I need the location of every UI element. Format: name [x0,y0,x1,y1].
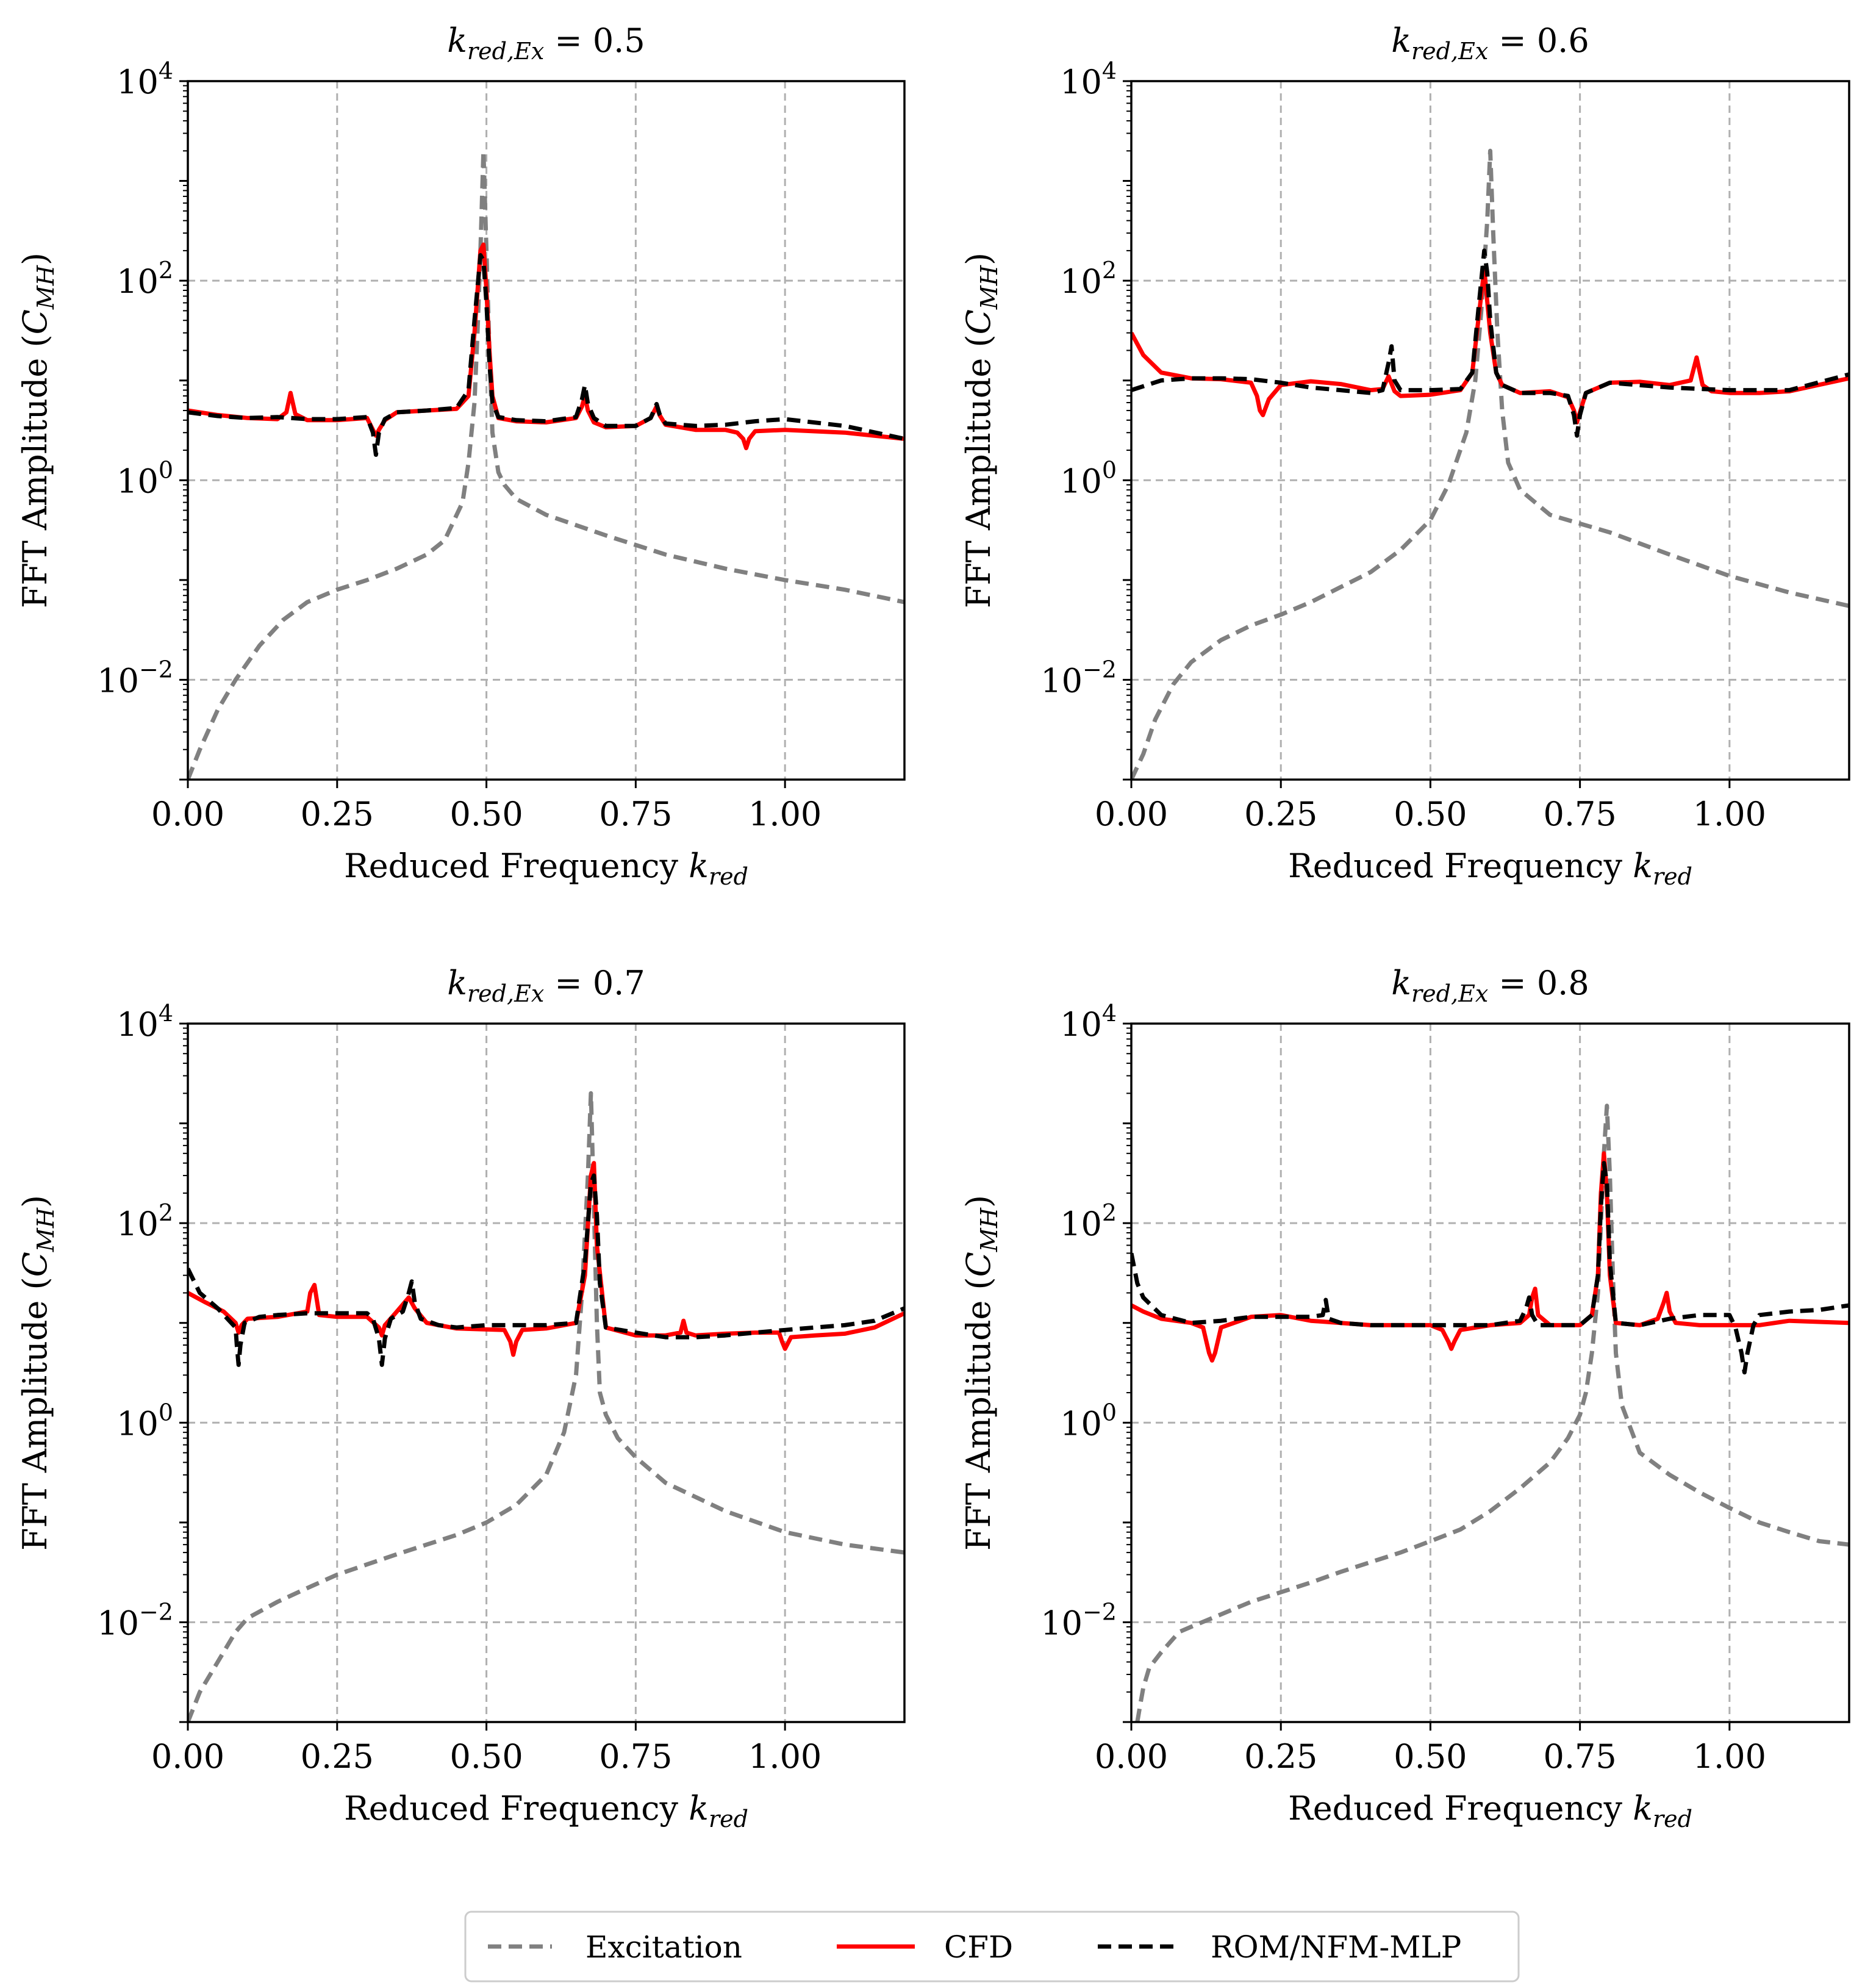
y-tick-label: 10−2 [1040,1598,1117,1642]
y-tick-label: 10−2 [97,656,173,700]
series-cfd [1131,1151,1849,1363]
x-tick-label: 0.00 [1095,795,1168,833]
x-tick-label: 0.50 [1394,1737,1467,1776]
y-axis-label: FFT Amplitude (CMH) [959,253,1003,608]
x-tick-label: 1.00 [748,795,822,833]
axes-frame [1130,80,1850,781]
y-axis-label: FFT Amplitude (CMH) [16,1195,59,1551]
x-axis-label: Reduced Frequency kred [1288,847,1692,890]
chart-panel-2: 0.00 0.25 0.50 0.75 1.00 10−2 100 102 104 kred,Ex… [959,21,1850,890]
chart-title: kred,Ex = 0.5 [447,21,645,65]
series-excitation [188,1091,904,1722]
x-tick-label: 0.50 [1394,795,1467,833]
series-cfd [188,242,904,451]
series-rom-nfm-mlp [188,1173,904,1367]
y-tick-label: 10−2 [1040,656,1117,700]
y-tick-label: 104 [116,1000,173,1044]
y-axis-label: FFT Amplitude (CMH) [16,253,59,608]
x-tick-label: 0.50 [449,795,523,833]
x-axis-label: Reduced Frequency kred [1288,1789,1692,1832]
series-rom-nfm-mlp [188,253,904,457]
x-tick-label: 0.25 [1244,795,1317,833]
y-tick-label: 102 [116,257,173,301]
y-tick-label: 104 [116,57,173,101]
x-tick-label: 0.75 [1544,1737,1617,1776]
x-tick-label: 0.75 [599,795,672,833]
y-tick-label: 100 [116,1399,173,1443]
x-tick-label: 0.25 [301,795,374,833]
chart-title: kred,Ex = 0.6 [1391,21,1589,65]
x-axis-label: Reduced Frequency kred [344,1789,748,1832]
x-tick-label: 0.50 [449,1737,523,1776]
x-tick-label: 0.00 [151,795,224,833]
y-tick-label: 102 [1060,1199,1117,1243]
y-tick-label: 102 [116,1199,173,1243]
x-tick-label: 1.00 [1693,1737,1766,1776]
chart-title: kred,Ex = 0.8 [1391,964,1589,1007]
series-excitation [1131,148,1849,780]
y-tick-label: 100 [1060,456,1117,500]
x-tick-label: 0.75 [1544,795,1617,833]
chart-panel-4: 0.00 0.25 0.50 0.75 1.00 10−2 100 102 104 kred,Ex… [959,964,1850,1832]
chart-panel-3: 0.00 0.25 0.50 0.75 1.00 10−2 100 102 104 kred,Ex… [16,964,906,1832]
x-axis-label: Reduced Frequency kred [344,847,748,890]
y-tick-label: 10−2 [97,1598,173,1642]
y-tick-label: 102 [1060,257,1117,301]
legend-rom-label: ROM/NFM-MLP [1211,1929,1461,1965]
chart-title: kred,Ex = 0.7 [447,964,645,1007]
x-tick-label: 0.25 [1244,1737,1317,1776]
legend: Excitation CFD ROM/NFM-MLP [464,1911,1520,1983]
x-tick-label: 0.25 [301,1737,374,1776]
axes-frame [1130,1022,1850,1723]
legend-cfd-label: CFD [944,1929,1013,1965]
x-tick-label: 0.00 [1095,1737,1168,1776]
legend-excitation-label: Excitation [585,1929,742,1965]
chart-panel-1: 0.00 0.25 0.50 0.75 1.00 10−2 100 102 104 kred,Ex… [16,21,906,890]
y-tick-label: 100 [116,456,173,500]
axes-frame [187,1022,906,1723]
axes-frame [187,80,906,781]
y-tick-label: 104 [1060,1000,1117,1044]
y-tick-label: 104 [1060,57,1117,101]
x-tick-label: 1.00 [1693,795,1766,833]
y-axis-label: FFT Amplitude (CMH) [959,1195,1003,1551]
x-tick-label: 0.75 [599,1737,672,1776]
x-tick-label: 1.00 [748,1737,822,1776]
series-rom-nfm-mlp [1131,248,1849,438]
legend-frame [464,1911,1520,1983]
series-excitation [1135,1103,1849,1722]
x-tick-label: 0.00 [151,1737,224,1776]
series-excitation [188,148,904,780]
y-tick-label: 100 [1060,1399,1117,1443]
